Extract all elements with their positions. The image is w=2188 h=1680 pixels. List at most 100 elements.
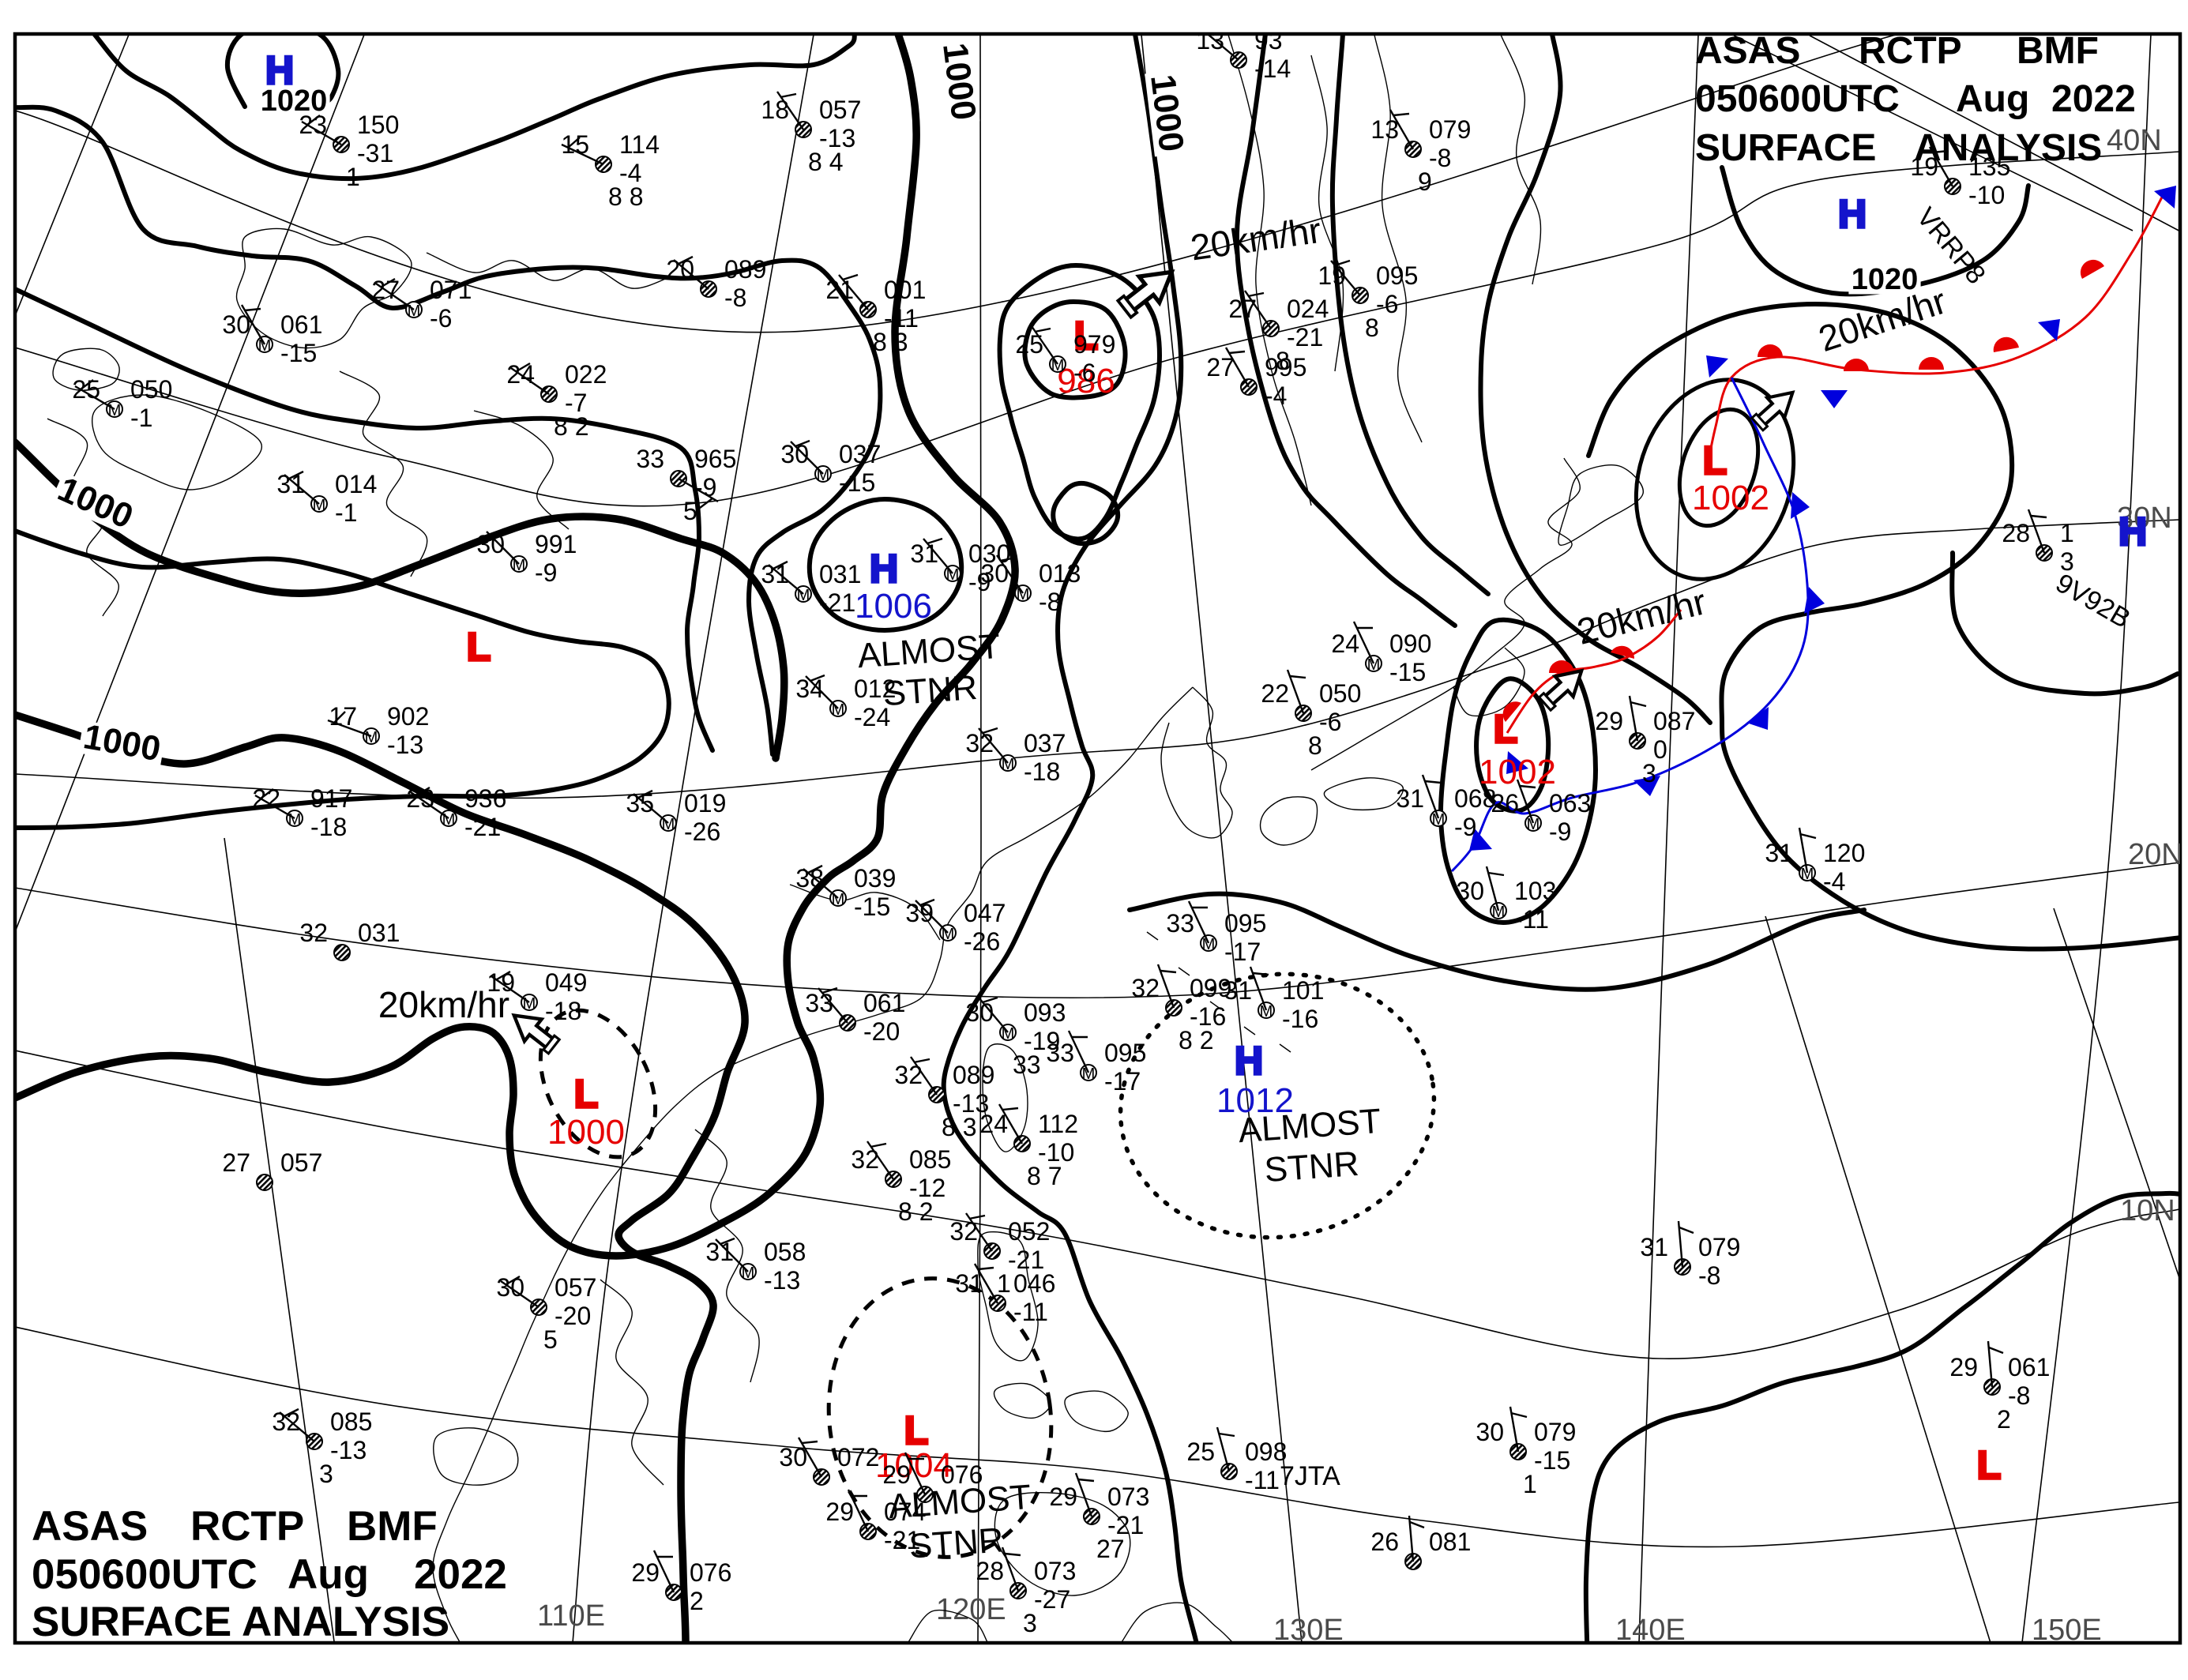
svg-text:L: L <box>1977 1443 2002 1487</box>
svg-text:099: 099 <box>1190 974 1231 1002</box>
svg-text:M: M <box>1527 816 1540 833</box>
svg-text:1002: 1002 <box>1692 479 1769 517</box>
svg-text:095: 095 <box>1104 1039 1146 1067</box>
svg-text:-8: -8 <box>1039 588 1061 616</box>
svg-text:1000: 1000 <box>935 41 983 122</box>
svg-text:061: 061 <box>863 989 905 1017</box>
svg-text:-8: -8 <box>1698 1261 1720 1290</box>
svg-text:052: 052 <box>1008 1217 1050 1246</box>
svg-text:101: 101 <box>1282 976 1324 1005</box>
svg-text:L: L <box>1494 707 1518 751</box>
svg-text:M: M <box>288 811 302 829</box>
svg-text:25: 25 <box>1015 330 1043 359</box>
svg-text:-13: -13 <box>764 1266 800 1295</box>
svg-text:L: L <box>467 625 491 669</box>
svg-text:33: 33 <box>1166 909 1194 938</box>
svg-text:8 2: 8 2 <box>1179 1026 1213 1054</box>
svg-text:-15: -15 <box>1534 1446 1570 1475</box>
svg-text:M: M <box>1202 936 1216 953</box>
svg-text:061: 061 <box>2008 1353 2050 1381</box>
svg-text:001: 001 <box>884 276 926 304</box>
svg-text:H: H <box>1838 192 1867 236</box>
svg-text:2: 2 <box>1997 1405 2011 1434</box>
svg-text:-26: -26 <box>964 927 1000 956</box>
svg-text:068: 068 <box>1454 784 1496 813</box>
svg-text:30: 30 <box>222 310 250 339</box>
svg-text:BMF: BMF <box>347 1503 438 1550</box>
svg-text:936: 936 <box>464 784 506 813</box>
svg-text:30: 30 <box>980 559 1009 588</box>
svg-text:29: 29 <box>825 1498 854 1526</box>
svg-text:93: 93 <box>1254 26 1283 54</box>
svg-text:073: 073 <box>1034 1557 1076 1585</box>
svg-text:M: M <box>1801 866 1814 883</box>
svg-text:33: 33 <box>1046 1039 1074 1067</box>
svg-text:110E: 110E <box>537 1599 605 1633</box>
svg-text:-6: -6 <box>1376 290 1398 318</box>
svg-text:31: 31 <box>1224 976 1252 1005</box>
svg-text:-16: -16 <box>1190 1002 1226 1031</box>
svg-text:-8: -8 <box>2008 1381 2030 1410</box>
svg-text:H: H <box>2118 509 2147 554</box>
svg-text:-17: -17 <box>1224 938 1261 966</box>
svg-text:114: 114 <box>619 130 660 159</box>
svg-text:31: 31 <box>761 560 789 588</box>
svg-text:1020: 1020 <box>1852 263 1919 296</box>
svg-text:2022: 2022 <box>2051 78 2136 120</box>
svg-text:1002: 1002 <box>1479 753 1556 791</box>
svg-text:10N: 10N <box>2120 1194 2175 1227</box>
svg-text:35: 35 <box>626 789 654 817</box>
svg-text:098: 098 <box>1245 1438 1287 1466</box>
svg-text:-19: -19 <box>1024 1027 1060 1055</box>
svg-text:3: 3 <box>2060 547 2074 576</box>
svg-text:30: 30 <box>1456 877 1484 905</box>
svg-text:120: 120 <box>1823 839 1865 867</box>
svg-text:-26: -26 <box>684 817 720 846</box>
svg-text:ANALYSIS: ANALYSIS <box>242 1599 449 1645</box>
svg-text:047: 047 <box>964 899 1006 927</box>
svg-text:031: 031 <box>819 560 861 588</box>
svg-text:20N: 20N <box>2128 838 2183 871</box>
svg-text:M: M <box>1492 904 1506 921</box>
svg-text:18: 18 <box>761 96 789 124</box>
svg-text:M: M <box>258 337 272 355</box>
svg-text:Aug: Aug <box>288 1551 369 1598</box>
svg-text:29: 29 <box>1595 707 1623 735</box>
svg-text:M: M <box>108 402 122 419</box>
svg-text:RCTP: RCTP <box>190 1503 304 1550</box>
svg-text:26: 26 <box>1370 1528 1399 1556</box>
svg-text:20km/hr: 20km/hr <box>378 984 509 1025</box>
svg-text:25: 25 <box>1186 1438 1215 1466</box>
svg-text:057: 057 <box>280 1148 322 1177</box>
svg-text:-21: -21 <box>884 1526 920 1554</box>
svg-text:32: 32 <box>272 1408 300 1436</box>
svg-text:-9: -9 <box>694 473 716 502</box>
svg-text:014: 014 <box>335 470 377 498</box>
svg-text:-15: -15 <box>280 339 317 367</box>
svg-text:-18: -18 <box>1024 757 1060 786</box>
svg-text:022: 022 <box>565 360 607 389</box>
svg-text:050600UTC: 050600UTC <box>1695 78 1900 120</box>
svg-text:-15: -15 <box>839 468 875 497</box>
svg-text:012: 012 <box>854 675 896 703</box>
svg-text:024: 024 <box>1287 295 1329 323</box>
svg-text:L: L <box>574 1072 599 1116</box>
svg-text:103: 103 <box>1514 877 1556 905</box>
svg-text:-11: -11 <box>1514 905 1549 934</box>
svg-text:SURFACE: SURFACE <box>1695 127 1876 169</box>
svg-text:140E: 140E <box>1615 1614 1686 1647</box>
svg-text:089: 089 <box>953 1061 994 1089</box>
svg-text:Aug: Aug <box>1956 78 2029 120</box>
svg-text:076: 076 <box>690 1558 731 1587</box>
svg-text:19: 19 <box>1318 261 1346 290</box>
svg-text:079: 079 <box>1698 1233 1740 1261</box>
svg-text:-20: -20 <box>555 1302 591 1330</box>
svg-text:1012: 1012 <box>1216 1081 1294 1120</box>
svg-text:087: 087 <box>1653 707 1695 735</box>
svg-text:089: 089 <box>724 255 766 284</box>
svg-text:BMF: BMF <box>2017 30 2099 72</box>
svg-text:8: 8 <box>1276 347 1290 375</box>
svg-text:-9: -9 <box>535 558 557 587</box>
svg-text:32: 32 <box>894 1061 923 1089</box>
svg-text:049: 049 <box>545 968 587 997</box>
